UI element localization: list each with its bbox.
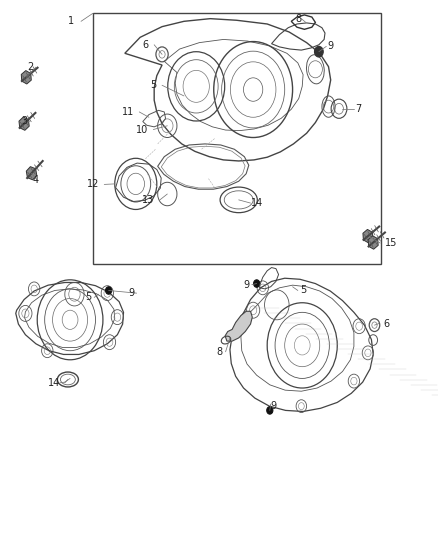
Text: 11: 11	[122, 107, 134, 117]
Text: 13: 13	[142, 195, 155, 205]
Polygon shape	[21, 70, 31, 84]
Bar	[93, 13, 381, 264]
Polygon shape	[19, 117, 29, 130]
Text: 1: 1	[68, 17, 74, 26]
Text: 5: 5	[85, 293, 91, 302]
Text: 9: 9	[244, 280, 250, 289]
Text: 7: 7	[355, 104, 361, 114]
Text: 9: 9	[327, 42, 333, 51]
Polygon shape	[368, 236, 378, 249]
Circle shape	[254, 280, 260, 287]
Text: 8: 8	[295, 14, 301, 23]
Text: 9: 9	[271, 401, 277, 411]
Text: 8: 8	[217, 347, 223, 357]
Text: 15: 15	[385, 238, 397, 248]
Text: 5: 5	[300, 286, 306, 295]
Circle shape	[314, 46, 323, 57]
Text: 6: 6	[143, 40, 149, 50]
Text: 12: 12	[87, 180, 99, 189]
Text: 14: 14	[48, 378, 60, 387]
Text: 6: 6	[383, 319, 389, 328]
Circle shape	[267, 407, 273, 414]
Text: 4: 4	[33, 175, 39, 185]
Text: 9: 9	[128, 288, 134, 298]
Text: 14: 14	[251, 198, 263, 208]
Polygon shape	[26, 167, 37, 180]
Circle shape	[106, 287, 112, 294]
Text: 2: 2	[27, 62, 33, 72]
Text: 5: 5	[150, 80, 156, 90]
Polygon shape	[225, 311, 252, 341]
Text: 3: 3	[21, 116, 27, 126]
Text: 10: 10	[136, 125, 148, 134]
Polygon shape	[363, 229, 373, 243]
